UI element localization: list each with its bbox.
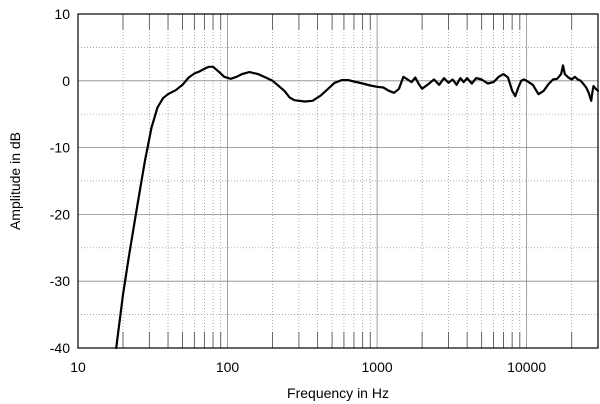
grid-lines <box>78 14 599 348</box>
x-tick-labels: 10 100 1000 10000 <box>70 359 546 375</box>
plot-frame <box>77 13 599 349</box>
x-tick-label: 10000 <box>507 359 546 375</box>
frequency-response-line <box>115 64 600 350</box>
x-tick-label: 100 <box>216 359 240 375</box>
y-tick-label: -20 <box>50 206 70 222</box>
y-tick-label: -30 <box>50 273 70 289</box>
series-layer <box>115 64 600 350</box>
y-axis-title: Amplitude in dB <box>7 132 23 230</box>
y-tick-label: 10 <box>54 6 70 22</box>
y-tick-label: -10 <box>50 140 70 156</box>
y-tick-labels: 10 0 -10 -20 -30 -40 <box>50 6 70 356</box>
x-tick-label: 10 <box>70 359 86 375</box>
y-tick-label: -40 <box>50 340 70 356</box>
x-tick-label: 1000 <box>362 359 393 375</box>
x-axis-title: Frequency in Hz <box>287 385 389 401</box>
y-tick-label: 0 <box>62 73 70 89</box>
